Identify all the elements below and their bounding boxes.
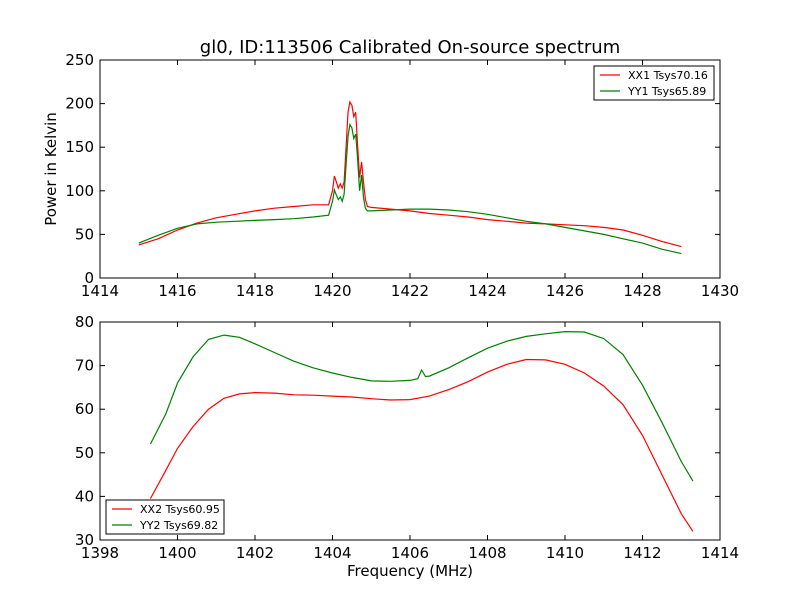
y-tick-label: 50 — [75, 225, 94, 243]
legend: XX1 Tsys70.16 YY1 Tsys65.89 — [593, 65, 715, 101]
x-tick-label: 1410 — [546, 544, 584, 562]
legend-label: YY2 Tsys69.82 — [139, 519, 218, 532]
y-tick-label: 50 — [75, 444, 94, 462]
y-tick-label: 100 — [65, 182, 94, 200]
series-line-1 — [138, 100, 682, 248]
legend-box — [593, 65, 715, 101]
legend-label: XX1 Tsys70.16 — [628, 69, 708, 82]
x-tick-label: 1402 — [236, 544, 274, 562]
y-tick-label: 60 — [75, 400, 94, 418]
series-line-1 — [149, 358, 694, 532]
x-axis-label: Frequency (MHz) — [347, 562, 473, 580]
x-tick-label: 1420 — [313, 282, 351, 300]
y-tick-label: 150 — [65, 138, 94, 156]
figure-title: gl0, ID:113506 Calibrated On-source spec… — [200, 37, 620, 58]
x-tick-label: 1418 — [236, 282, 274, 300]
x-tick-label: 1430 — [701, 282, 739, 300]
x-tick-label: 1406 — [391, 544, 429, 562]
x-tick-label: 1400 — [158, 544, 196, 562]
x-tick-label: 1414 — [701, 544, 739, 562]
y-tick-label: 40 — [75, 487, 94, 505]
y-axis-label: Power in Kelvin — [42, 112, 60, 226]
x-tick-label: 1414 — [81, 282, 119, 300]
y-tick-label: 0 — [84, 269, 94, 287]
x-tick-label: 1428 — [623, 282, 661, 300]
x-tick-label: 1404 — [313, 544, 351, 562]
x-tick-label: 1426 — [546, 282, 584, 300]
y-tick-label: 200 — [65, 95, 94, 113]
x-tick-label: 1408 — [468, 544, 506, 562]
top-plot: 1414 1416 1418 1420 1422 1424 1426 1428 1430 0 50 1… — [42, 51, 739, 300]
legend-label: YY1 Tsys65.89 — [627, 85, 706, 98]
series-line-2 — [138, 122, 682, 255]
x-tick-label: 1422 — [391, 282, 429, 300]
legend-box — [105, 499, 225, 535]
legend-label: XX2 Tsys60.95 — [140, 503, 220, 516]
x-tick-label: 1412 — [623, 544, 661, 562]
x-tick-label: 1416 — [158, 282, 196, 300]
series-line-2 — [149, 330, 694, 482]
bottom-plot: 1398 1400 1402 1404 1406 1408 1410 1412 1414 30 40… — [75, 313, 739, 580]
x-tick-label: 1398 — [81, 544, 119, 562]
y-tick-label: 250 — [65, 51, 94, 69]
y-tick-label: 80 — [75, 313, 94, 331]
x-tick-label: 1424 — [468, 282, 506, 300]
legend: XX2 Tsys60.95 YY2 Tsys69.82 — [105, 499, 225, 535]
y-tick-label: 70 — [75, 357, 94, 375]
y-tick-label: 30 — [75, 531, 94, 549]
